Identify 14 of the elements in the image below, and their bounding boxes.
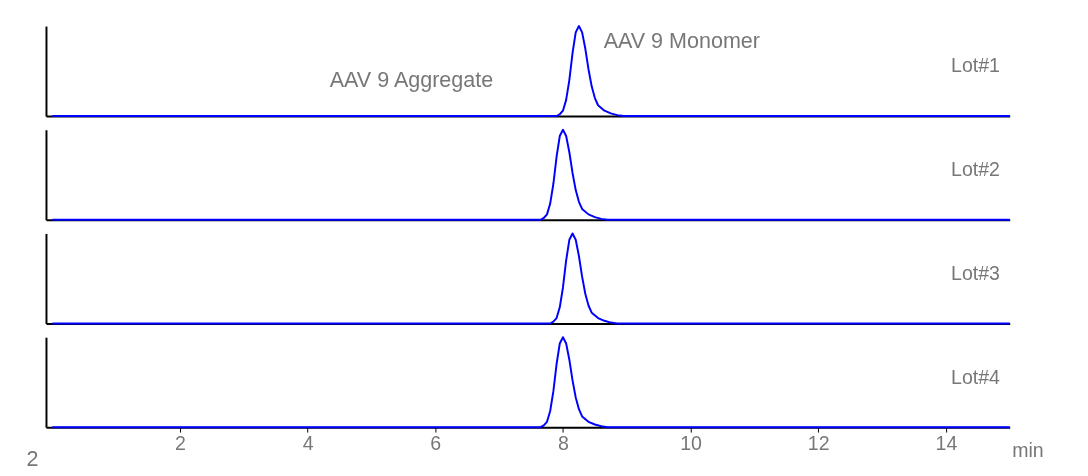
annotation: AAV 9 Aggregate: [329, 67, 494, 92]
text: Lot#4: [951, 365, 1001, 388]
annotation: AAV 9 Monomer: [603, 28, 760, 53]
x-tick-label: 12: [807, 432, 830, 455]
x-axis-title: min: [1012, 439, 1044, 462]
x-tick-label: 8: [558, 432, 570, 455]
x-tick-label: 14: [935, 432, 958, 455]
x-tick-label: 10: [680, 432, 703, 455]
x-tick-label: 6: [430, 432, 442, 455]
x-tick-label: 4: [302, 432, 314, 455]
text: Lot#2: [951, 158, 1000, 181]
x-tick-label: 2: [175, 432, 186, 455]
text: Lot#3: [951, 261, 1001, 284]
text: Lot#1: [951, 54, 1000, 77]
